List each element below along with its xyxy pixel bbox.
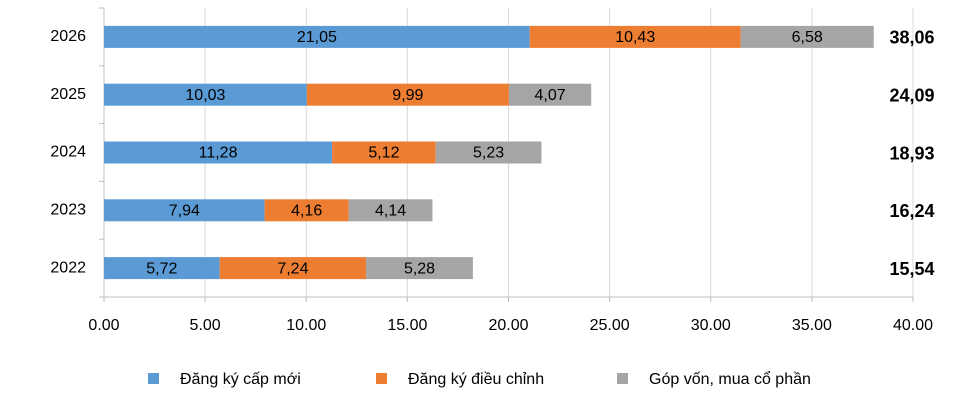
bar-segment — [529, 25, 741, 48]
y-tick-label: 2022 — [50, 259, 86, 276]
bar-segment — [104, 257, 220, 280]
total-label: 38,06 — [889, 28, 934, 48]
bar-segment — [366, 257, 473, 280]
value-label: 10,43 — [615, 29, 655, 46]
value-label: 10,03 — [185, 87, 225, 104]
value-label: 7,24 — [277, 260, 308, 277]
total-label: 24,09 — [889, 85, 934, 105]
bar-segment — [508, 83, 592, 106]
legend-marker — [617, 373, 628, 384]
bar-segment — [219, 257, 367, 280]
value-label: 6,58 — [792, 29, 823, 46]
x-tick-label: 10.00 — [286, 317, 326, 334]
legend-label: Đăng ký điều chỉnh — [408, 371, 544, 388]
bar-segment — [264, 199, 349, 222]
value-label: 5,23 — [473, 145, 504, 162]
value-label: 4,16 — [291, 203, 322, 220]
bar-segment — [435, 141, 542, 164]
x-tick-label: 30.00 — [691, 317, 731, 334]
value-label: 21,05 — [297, 29, 337, 46]
y-tick-label: 2026 — [50, 28, 86, 45]
y-tick-label: 2023 — [50, 202, 86, 219]
bar-segment — [104, 25, 530, 48]
bar-segment — [104, 141, 333, 164]
bar-segment — [348, 199, 433, 222]
x-tick-label: 20.00 — [488, 317, 528, 334]
value-label: 7,94 — [169, 203, 200, 220]
total-label: 15,54 — [889, 259, 934, 279]
y-tick-label: 2025 — [50, 86, 86, 103]
value-label: 4,14 — [375, 203, 406, 220]
legend-label: Góp vốn, mua cổ phần — [649, 370, 811, 388]
value-label: 11,28 — [199, 145, 238, 162]
total-label: 18,93 — [889, 143, 934, 163]
x-tick-label: 15.00 — [387, 317, 427, 334]
legend-label: Đăng ký cấp mới — [180, 371, 301, 388]
value-label: 4,07 — [534, 87, 565, 104]
legend-marker — [376, 373, 387, 384]
value-label: 5,12 — [368, 145, 399, 162]
bar-segment — [104, 199, 265, 222]
x-tick-label: 0.00 — [88, 317, 119, 334]
x-tick-label: 40.00 — [893, 317, 933, 334]
x-tick-label: 25.00 — [590, 317, 630, 334]
x-tick-label: 5.00 — [190, 317, 221, 334]
bar-segment — [306, 83, 509, 106]
total-label: 16,24 — [889, 201, 934, 221]
bar-segment — [740, 25, 874, 48]
legend-marker — [148, 373, 159, 384]
value-label: 9,99 — [392, 87, 423, 104]
value-label: 5,72 — [146, 260, 177, 277]
x-tick-label: 35.00 — [792, 317, 832, 334]
y-tick-label: 2024 — [50, 144, 86, 161]
bar-segment — [332, 141, 436, 164]
bar-segment — [104, 83, 307, 106]
value-label: 5,28 — [404, 260, 435, 277]
